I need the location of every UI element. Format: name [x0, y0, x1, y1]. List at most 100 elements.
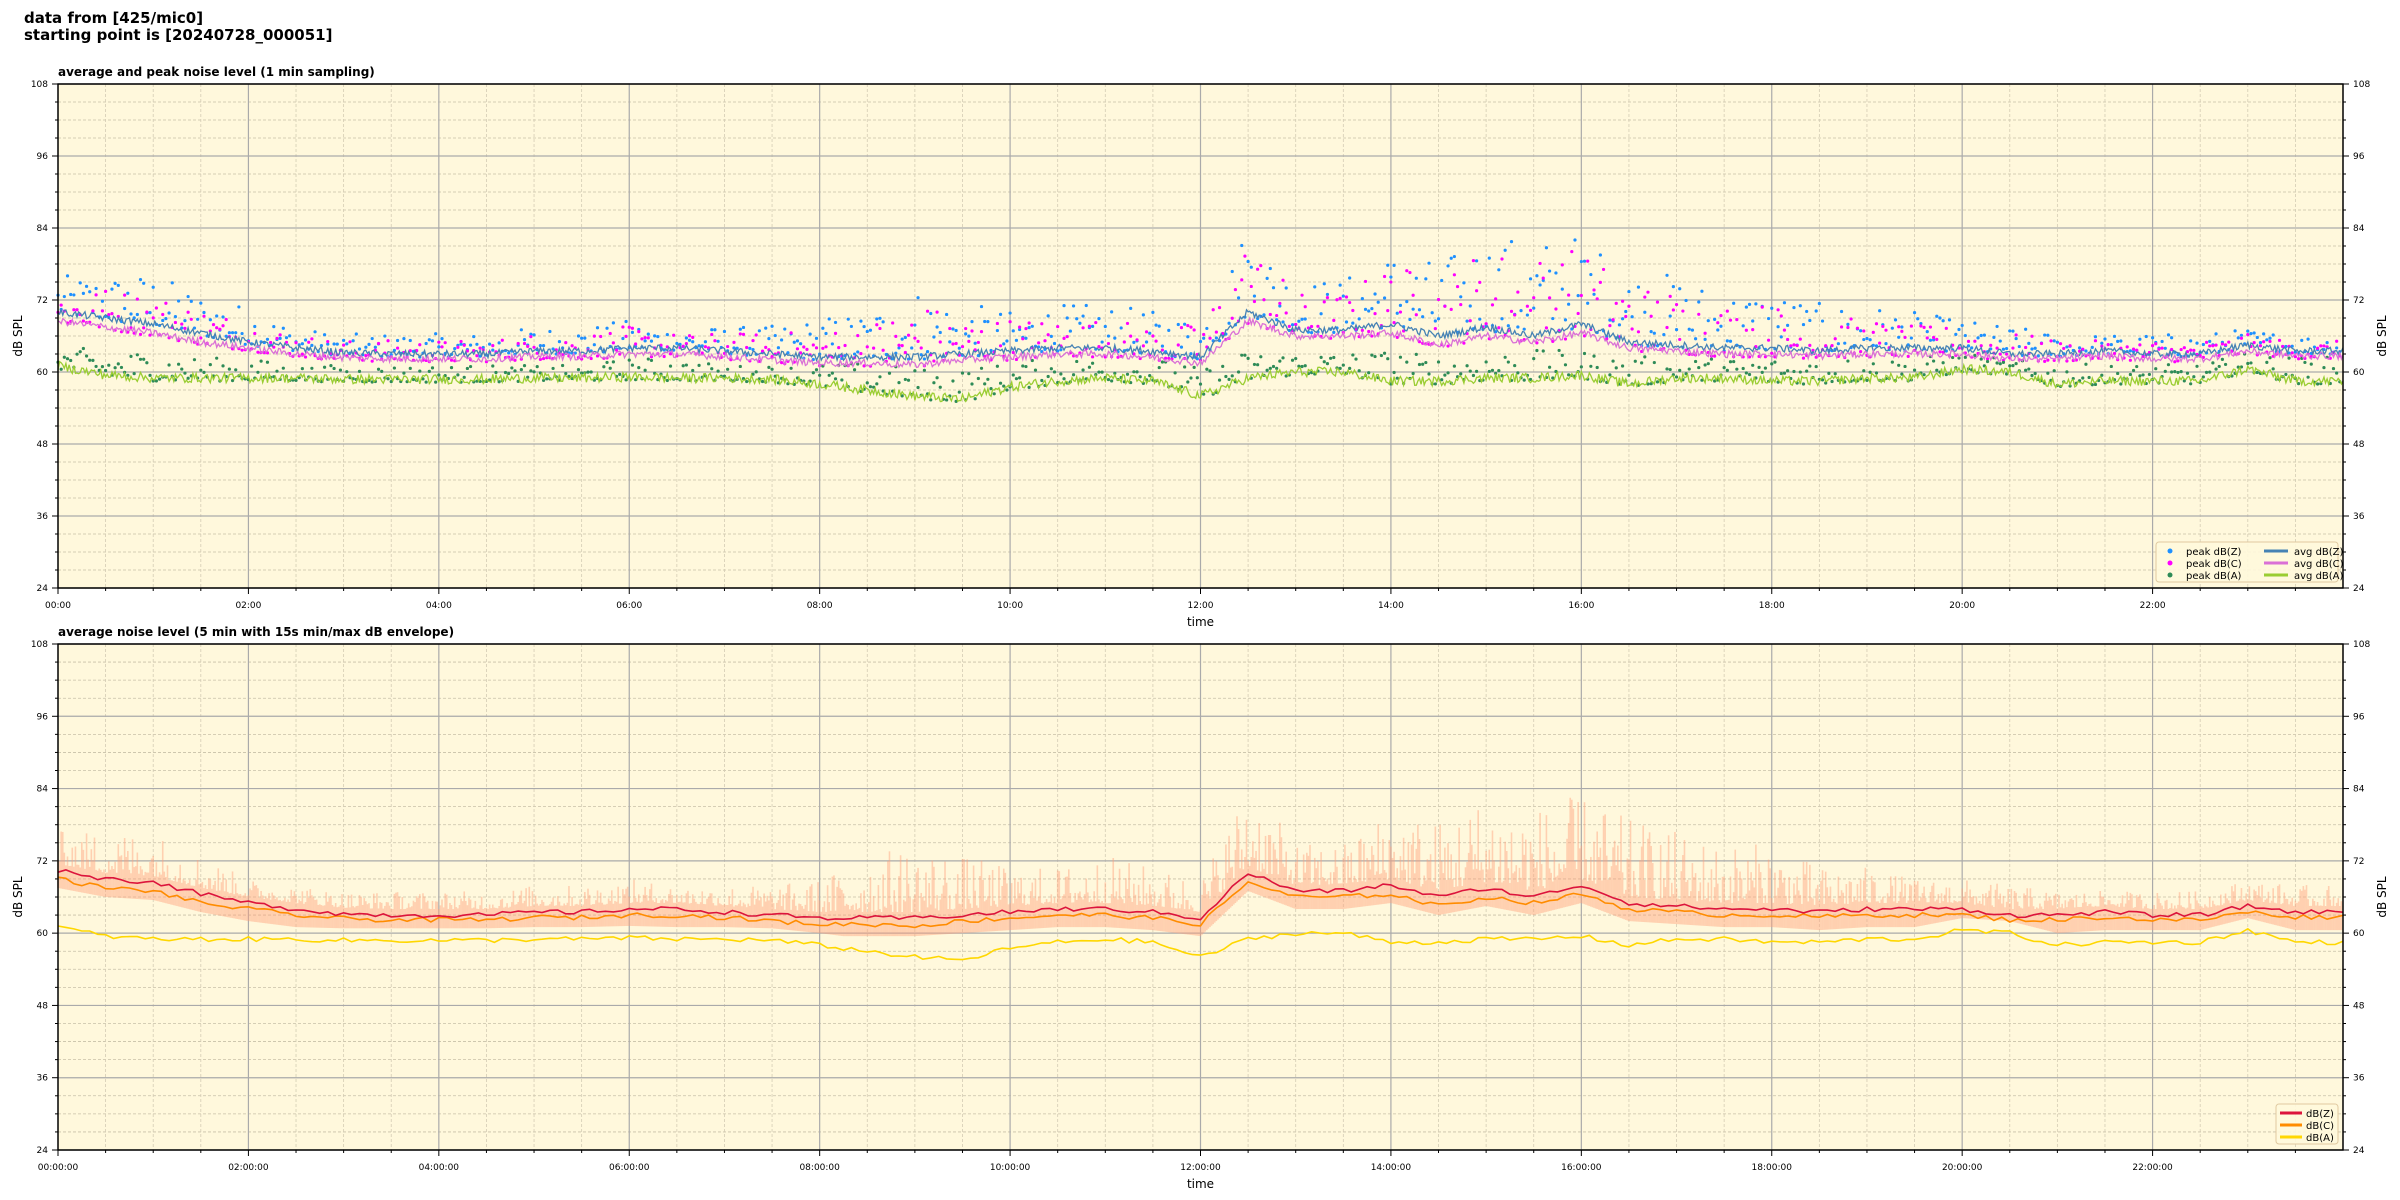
peak-point [837, 346, 841, 350]
peak-point [916, 385, 920, 390]
peak-point [833, 377, 838, 381]
peak-point [951, 342, 955, 346]
peak-point [81, 319, 85, 323]
peak-point [1989, 343, 1993, 347]
peak-point [935, 325, 939, 329]
peak-point [1608, 318, 1612, 322]
peak-point [532, 370, 536, 374]
peak-point [2293, 350, 2297, 354]
peak-point [1509, 240, 1514, 244]
peak-point [2296, 382, 2301, 386]
peak-point [580, 336, 584, 340]
peak-point [1198, 382, 1203, 386]
peak-point [919, 346, 923, 350]
peak-point [1532, 306, 1536, 310]
peak-point [1087, 365, 1092, 369]
peak-point [2223, 362, 2228, 367]
peak-point [1052, 341, 1057, 346]
peak-point [97, 325, 101, 329]
peak-point [1782, 371, 1787, 375]
y-tick-label: 72 [37, 296, 48, 306]
peak-point [532, 345, 536, 349]
peak-point [91, 358, 95, 363]
peak-point [1462, 341, 1466, 345]
chart-1: 24 24 36 36 48 48 60 60 72 72 84 84 96 96 108 108 00:00 0… [11, 65, 2389, 629]
peak-point [951, 327, 955, 331]
peak-point [1932, 335, 1936, 340]
peak-point [1471, 373, 1476, 378]
peak-point [1830, 343, 1834, 348]
peak-point [649, 339, 654, 343]
y-tick-label-right: 96 [2353, 712, 2365, 722]
peak-point [211, 323, 216, 327]
peak-point [497, 341, 501, 345]
peak-point [367, 342, 371, 347]
peak-point [1516, 290, 1520, 294]
peak-point [1741, 324, 1745, 328]
peak-point [2281, 344, 2285, 349]
legend-label: avg dB(A) [2294, 571, 2344, 582]
peak-point [1922, 373, 1926, 377]
peak-point [2246, 361, 2250, 366]
peak-point [1640, 361, 1644, 365]
peak-point [1890, 360, 1894, 364]
y-tick-label: 96 [37, 712, 49, 722]
peak-point [2011, 329, 2015, 333]
peak-point [418, 369, 422, 373]
y-tick-label-right: 84 [2353, 785, 2365, 795]
peak-point [1490, 303, 1495, 307]
peak-point [2027, 341, 2031, 345]
peak-point [1855, 326, 1860, 330]
x-tick-label: 16:00 [1568, 601, 1594, 611]
peak-point [1300, 293, 1304, 297]
peak-point [1925, 336, 1929, 340]
peak-point [1068, 329, 1072, 333]
peak-point [1557, 348, 1561, 353]
peak-point [1157, 365, 1161, 370]
series-line-db-c- [57, 876, 2344, 929]
peak-point [1325, 292, 1330, 297]
y-tick-label: 96 [37, 152, 49, 162]
peak-point [1135, 370, 1139, 374]
peak-point [1744, 328, 1748, 332]
peak-point [1725, 309, 1729, 313]
peak-point [1062, 336, 1066, 340]
peak-point [656, 334, 660, 339]
peak-point [1024, 364, 1028, 369]
peak-point [1992, 335, 1996, 339]
peak-point [1259, 355, 1263, 359]
peak-point [1081, 314, 1085, 318]
peak-point [1357, 317, 1361, 321]
peak-point [199, 336, 203, 340]
peak-point [1446, 264, 1450, 268]
data-source-label: data from [425/mic0] [24, 9, 204, 27]
peak-point [1890, 326, 1894, 330]
peak-point [1433, 319, 1437, 323]
peak-point [1713, 317, 1717, 321]
peak-point [1728, 318, 1733, 322]
peak-point [1030, 358, 1034, 363]
peak-point [570, 344, 574, 348]
peak-point [307, 340, 311, 344]
peak-point [653, 334, 657, 338]
peak-point [1744, 305, 1748, 309]
peak-point [1046, 314, 1050, 318]
peak-point [608, 331, 612, 336]
peak-point [1021, 337, 1025, 341]
peak-point [1820, 378, 1825, 382]
peak-point [1268, 366, 1272, 370]
peak-point [745, 379, 749, 384]
peak-point [760, 379, 765, 384]
peak-point [1049, 334, 1053, 338]
peak-point [215, 356, 219, 360]
peak-point [1935, 314, 1939, 318]
legend: dB(Z)dB(C)dB(A) [2275, 1103, 2339, 1145]
peak-point [878, 316, 882, 320]
peak-point [621, 325, 625, 329]
peak-point [1421, 362, 1425, 366]
peak-point [319, 344, 324, 348]
peak-point [2024, 327, 2028, 331]
peak-point [986, 377, 990, 381]
y-tick-label: 24 [37, 584, 49, 594]
peak-point [2004, 372, 2009, 376]
